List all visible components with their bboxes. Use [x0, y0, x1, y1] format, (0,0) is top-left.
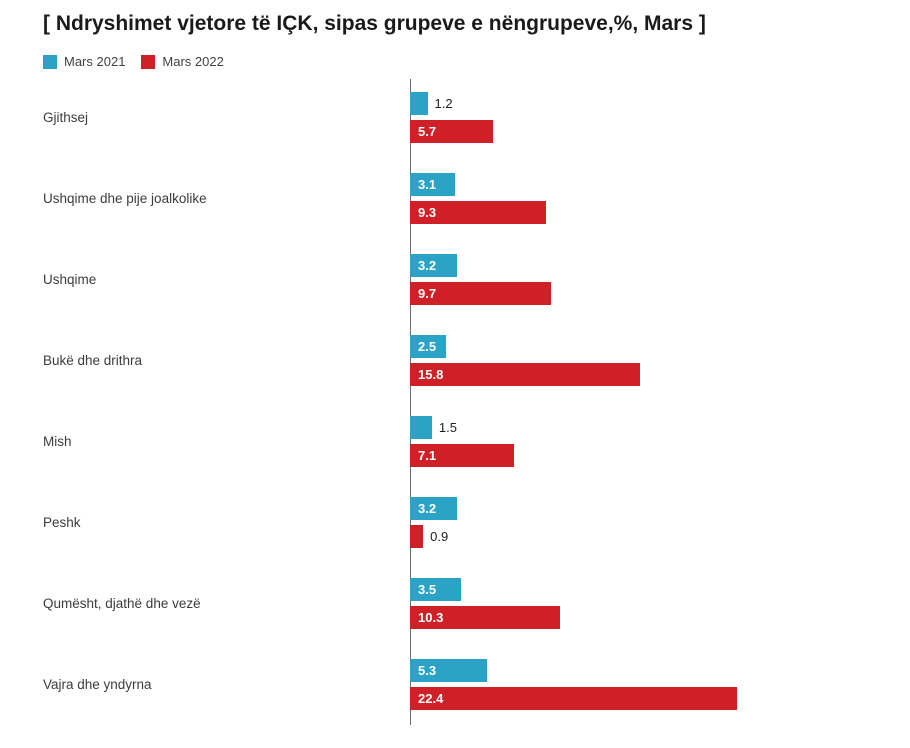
bar-group: 5.3 22.4	[410, 659, 910, 711]
chart-row: Gjithsej 1.2 5.7	[0, 77, 910, 158]
bar-mars-2021[interactable]	[410, 173, 456, 197]
bar-group: 1.5 7.1	[410, 416, 910, 468]
bar-line-mars-2021: 3.2	[410, 497, 900, 521]
bar-mars-2022[interactable]	[410, 525, 424, 549]
value-label-mars-2022: 0.9	[430, 529, 449, 545]
value-label-mars-2021: 3.5	[418, 582, 437, 598]
value-label-mars-2022: 9.7	[418, 286, 437, 302]
bar-line-mars-2021: 3.1	[410, 173, 900, 197]
bar-mars-2021[interactable]	[410, 578, 462, 602]
chart-row: Mish 1.5 7.1	[0, 401, 910, 482]
bar-mars-2022[interactable]	[410, 363, 641, 387]
bar-mars-2021[interactable]	[410, 416, 432, 440]
bar-group: 3.5 10.3	[410, 578, 910, 630]
bar-mars-2022[interactable]	[410, 606, 561, 630]
bar-line-mars-2022: 15.8	[410, 363, 900, 387]
value-label-mars-2022: 10.3	[418, 610, 444, 626]
bar-line-mars-2022: 7.1	[410, 444, 900, 468]
chart-legend: Mars 2021 Mars 2022	[43, 54, 910, 69]
bar-mars-2022[interactable]	[410, 282, 552, 306]
bar-line-mars-2021: 1.5	[410, 416, 900, 440]
bar-group: 2.5 15.8	[410, 335, 910, 387]
bar-mars-2021[interactable]	[410, 254, 457, 278]
bar-mars-2022[interactable]	[410, 444, 514, 468]
chart-row: Qumësht, djathë dhe vezë 3.5 10.3	[0, 563, 910, 644]
category-label: Gjithsej	[43, 110, 89, 126]
value-label-mars-2021: 5.3	[418, 663, 437, 679]
bar-mars-2021[interactable]	[410, 335, 447, 359]
category-label: Qumësht, djathë dhe vezë	[43, 596, 201, 612]
category-label: Mish	[43, 434, 72, 450]
bar-group: 3.2 0.9	[410, 497, 910, 549]
bar-group: 3.1 9.3	[410, 173, 910, 225]
chart-row: Ushqime 3.2 9.7	[0, 239, 910, 320]
bar-mars-2022[interactable]	[410, 201, 546, 225]
bar-mars-2021[interactable]	[410, 659, 488, 683]
bar-mars-2022[interactable]	[410, 687, 737, 711]
chart-page: [ Ndryshimet vjetore të IÇK, sipas grupe…	[0, 10, 910, 748]
category-label: Ushqime dhe pije joalkolike	[43, 191, 207, 207]
bar-line-mars-2022: 22.4	[410, 687, 900, 711]
value-label-mars-2021: 2.5	[418, 339, 437, 355]
legend-label-mars-2021: Mars 2021	[64, 54, 126, 70]
category-label: Peshk	[43, 515, 81, 531]
value-label-mars-2022: 22.4	[418, 691, 444, 707]
bar-chart: Gjithsej 1.2 5.7 Ushqime dhe pije joalko…	[0, 77, 910, 726]
bar-line-mars-2022: 10.3	[410, 606, 900, 630]
category-label: Ushqime	[43, 272, 97, 288]
bar-line-mars-2021: 5.3	[410, 659, 900, 683]
bar-line-mars-2022: 9.7	[410, 282, 900, 306]
value-label-mars-2021: 3.2	[418, 501, 437, 517]
bar-line-mars-2021: 3.5	[410, 578, 900, 602]
category-label: Vajra dhe yndyrna	[43, 677, 152, 693]
value-label-mars-2022: 15.8	[418, 367, 444, 383]
bar-mars-2021[interactable]	[410, 497, 457, 521]
bar-mars-2022[interactable]	[410, 120, 494, 144]
bar-mars-2021[interactable]	[410, 92, 428, 116]
bar-line-mars-2022: 5.7	[410, 120, 900, 144]
chart-row: Bukë dhe drithra 2.5 15.8	[0, 320, 910, 401]
bar-line-mars-2022: 0.9	[410, 525, 900, 549]
value-label-mars-2021: 1.2	[434, 96, 453, 112]
value-label-mars-2021: 1.5	[438, 420, 457, 436]
value-label-mars-2022: 9.3	[418, 205, 437, 221]
chart-title: [ Ndryshimet vjetore të IÇK, sipas grupe…	[43, 12, 706, 35]
bar-line-mars-2021: 3.2	[410, 254, 900, 278]
legend-label-mars-2022: Mars 2022	[162, 54, 224, 70]
value-label-mars-2021: 3.2	[418, 258, 437, 274]
bar-group: 1.2 5.7	[410, 92, 910, 144]
bar-line-mars-2022: 9.3	[410, 201, 900, 225]
value-label-mars-2022: 7.1	[418, 448, 437, 464]
legend-swatch-mars-2022	[141, 54, 156, 69]
bar-line-mars-2021: 2.5	[410, 335, 900, 359]
value-label-mars-2022: 5.7	[418, 124, 437, 140]
chart-row: Vajra dhe yndyrna 5.3 22.4	[0, 644, 910, 725]
chart-row: Ushqime dhe pije joalkolike 3.1 9.3	[0, 158, 910, 239]
category-label: Bukë dhe drithra	[43, 353, 143, 369]
bar-group: 3.2 9.7	[410, 254, 910, 306]
value-label-mars-2021: 3.1	[418, 177, 437, 193]
bar-line-mars-2021: 1.2	[410, 92, 900, 116]
chart-row: Peshk 3.2 0.9	[0, 482, 910, 563]
legend-swatch-mars-2021	[43, 54, 57, 69]
